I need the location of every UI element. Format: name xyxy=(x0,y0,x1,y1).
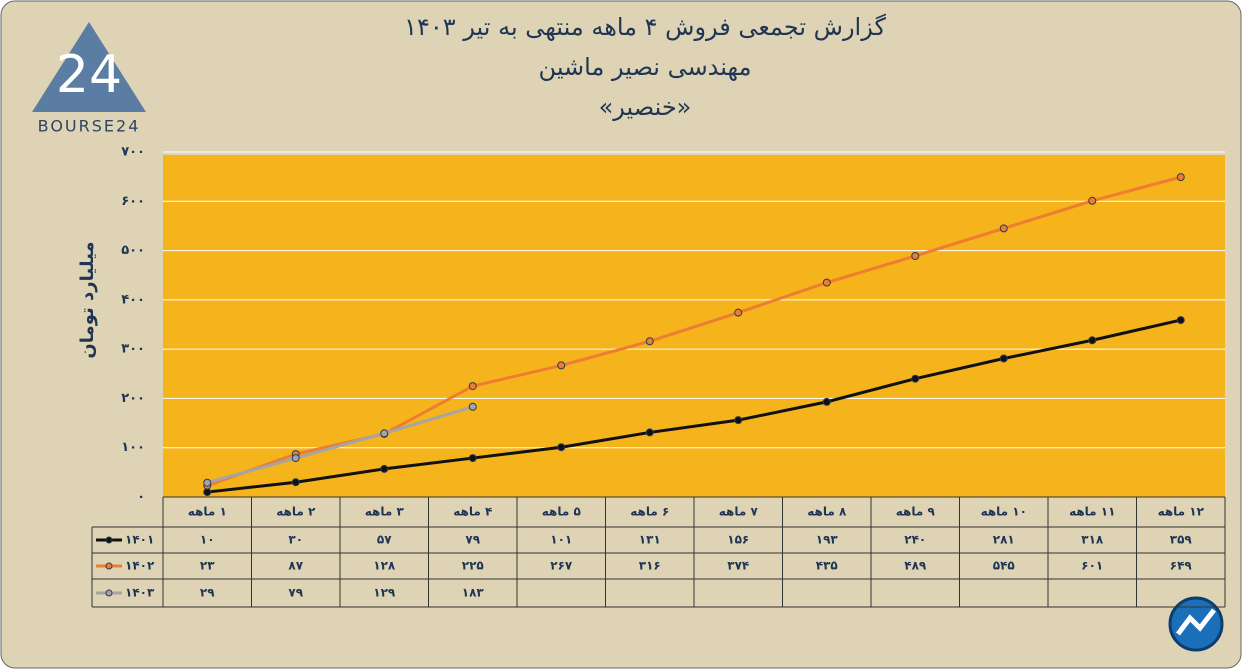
logo-triangle xyxy=(32,22,146,112)
y-tick-label: ۷۰۰ xyxy=(121,145,145,160)
logo-mark: 24 xyxy=(56,45,122,105)
legend-label: ۱۴۰۲ xyxy=(125,559,155,573)
x-tick-label: ۴ ماهه xyxy=(453,505,492,519)
table-value: ۱۲۹ xyxy=(373,586,396,600)
point xyxy=(468,402,477,411)
table-value: ۱۸۳ xyxy=(462,586,485,600)
point xyxy=(557,361,566,370)
y-axis-label: میلیارد تومان xyxy=(77,241,98,358)
y-tick-label: ۴۰۰ xyxy=(121,292,145,307)
y-tick-label: ۰ xyxy=(137,490,145,505)
point xyxy=(203,478,212,487)
table-value: ۲۸۱ xyxy=(993,533,1015,547)
table-value: ۴۸۹ xyxy=(904,559,927,573)
point xyxy=(1176,316,1185,325)
x-tick-label: ۷ ماهه xyxy=(719,505,759,519)
legend-marker xyxy=(105,562,113,570)
point xyxy=(734,416,743,425)
chart-title: گزارش تجمعی فروش ۴ ماهه منتهی به تیر ۱۴۰… xyxy=(404,13,886,41)
series-line xyxy=(206,405,474,485)
table-value: ۵۷ xyxy=(377,533,392,547)
logo-text: BOURSE24 xyxy=(38,117,141,136)
point xyxy=(291,478,300,487)
point xyxy=(468,454,477,463)
point xyxy=(380,464,389,473)
chart-subtitle: مهندسی نصیر ماشین xyxy=(539,53,752,81)
y-tick-label: ۵۰۰ xyxy=(121,243,145,258)
y-tick-label: ۳۰۰ xyxy=(121,342,145,357)
point xyxy=(557,443,566,452)
y-tick-label: ۲۰۰ xyxy=(121,391,145,406)
point xyxy=(999,224,1008,233)
point xyxy=(1088,196,1097,205)
table-value: ۳۱۶ xyxy=(639,559,661,573)
table-value: ۳۱۸ xyxy=(1081,533,1104,547)
point xyxy=(822,397,831,406)
table-value: ۲۳ xyxy=(200,559,215,573)
point xyxy=(1176,173,1185,182)
x-tick-label: ۱ ماهه xyxy=(188,505,227,519)
x-tick-label: ۱۱ ماهه xyxy=(1069,505,1115,519)
table-value: ۱۰۱ xyxy=(550,533,572,547)
point xyxy=(645,428,654,437)
table-value: ۱۵۶ xyxy=(727,533,749,547)
table-value: ۳۰ xyxy=(288,533,303,547)
table-value: ۶۴۹ xyxy=(1170,559,1193,573)
logo: 24 BOURSE24 xyxy=(32,22,146,136)
point xyxy=(734,308,743,317)
point xyxy=(291,454,300,463)
point xyxy=(468,382,477,391)
table-value: ۲۹ xyxy=(200,586,215,600)
legend-marker xyxy=(105,589,113,597)
point xyxy=(822,278,831,287)
table-value: ۴۳۵ xyxy=(816,559,838,573)
x-tick-label: ۹ ماهه xyxy=(896,505,936,519)
point xyxy=(645,337,654,346)
table-value: ۱۹۳ xyxy=(816,533,839,547)
corner-icon xyxy=(1168,596,1224,652)
x-tick-label: ۱۰ ماهه xyxy=(981,505,1027,519)
x-tick-label: ۲ ماهه xyxy=(276,505,316,519)
x-tick-label: ۸ ماهه xyxy=(807,505,847,519)
table-value: ۳۵۹ xyxy=(1170,533,1193,547)
point xyxy=(380,429,389,438)
x-tick-label: ۱۲ ماهه xyxy=(1158,505,1205,519)
y-tick-label: ۶۰۰ xyxy=(121,194,145,209)
ticker: «خنصیر» xyxy=(599,93,692,121)
x-tick-label: ۵ ماهه xyxy=(542,505,581,519)
point xyxy=(911,374,920,383)
table-value: ۲۴۰ xyxy=(904,533,926,547)
table-value: ۱۰ xyxy=(200,533,215,547)
table-value: ۱۲۸ xyxy=(373,559,396,573)
point xyxy=(911,251,920,260)
series-line xyxy=(207,318,1182,494)
table-value: ۱۳۱ xyxy=(639,533,661,547)
point xyxy=(999,354,1008,363)
table-value: ۵۴۵ xyxy=(993,559,1015,573)
x-tick-label: ۶ ماهه xyxy=(630,505,669,519)
table-value: ۲۶۷ xyxy=(550,559,573,573)
table-value: ۷۹ xyxy=(288,586,303,600)
table-value: ۸۷ xyxy=(288,559,303,573)
point xyxy=(1088,336,1097,345)
table-value: ۳۷۴ xyxy=(727,559,749,573)
icon-arrow xyxy=(1176,608,1216,636)
y-tick-label: ۱۰۰ xyxy=(121,440,145,455)
legend-marker xyxy=(105,536,113,544)
table-value: ۲۲۵ xyxy=(462,559,484,573)
table-value: ۶۰۱ xyxy=(1081,559,1103,573)
legend-label: ۱۴۰۳ xyxy=(125,586,155,600)
legend-label: ۱۴۰۱ xyxy=(125,533,154,547)
table-value: ۷۹ xyxy=(465,533,480,547)
x-tick-label: ۳ ماهه xyxy=(365,505,405,519)
